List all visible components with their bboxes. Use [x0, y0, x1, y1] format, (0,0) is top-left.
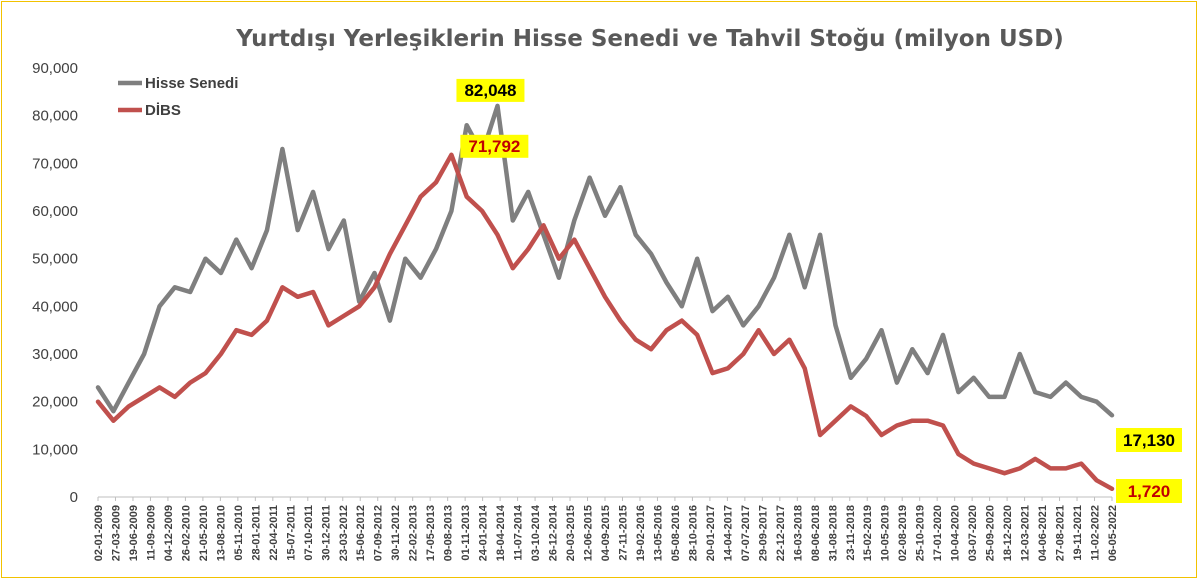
series-line-dibs: [95, 152, 1115, 492]
y-tick-label: 90,000: [32, 60, 78, 77]
y-tick-label: 50,000: [32, 251, 78, 268]
x-tick-label: 18-04-2014: [495, 504, 507, 561]
annotation-box: [460, 134, 529, 158]
x-tick-label: 28-01-2011: [250, 505, 262, 561]
x-tick-label: 13-08-2010: [215, 505, 227, 561]
x-tick-label: 13-05-2016: [652, 505, 664, 561]
legend-label: DİBS: [145, 102, 181, 119]
end-label-box: [1116, 428, 1182, 452]
x-tick-label: 07-07-2017: [740, 505, 752, 561]
x-tick-label: 04-06-2021: [1037, 505, 1049, 561]
x-tick-label: 15-02-2019: [862, 505, 874, 561]
x-tick-label: 01-11-2013: [460, 505, 472, 561]
series-line-hisse-senedi: [95, 103, 1115, 418]
x-tick-label: 23-11-2018: [845, 505, 857, 561]
legend: Hisse Senedi DİBS: [118, 75, 238, 119]
x-tick-label: 05-08-2016: [670, 505, 682, 561]
x-tick-label: 19-06-2009: [128, 505, 140, 561]
y-tick-label: 20,000: [32, 394, 78, 411]
y-tick-label: 40,000: [32, 298, 78, 315]
x-tick-label: 08-06-2018: [810, 505, 822, 561]
x-tick-label: 02-01-2009: [93, 505, 105, 561]
x-tick-label: 17-05-2013: [425, 505, 437, 561]
x-tick-label: 27-08-2021: [1055, 505, 1067, 561]
x-tick-label: 12-03-2021: [1020, 505, 1032, 561]
x-tick-label: 14-04-2017: [722, 505, 734, 561]
y-tick-label: 30,000: [32, 346, 78, 363]
x-tick-label: 02-08-2019: [897, 505, 909, 561]
x-tick-label: 19-11-2021: [1072, 505, 1084, 561]
x-tick-label: 27-03-2009: [110, 505, 122, 561]
annotation-box: [456, 78, 525, 102]
x-tick-label: 04-12-2009: [163, 505, 175, 561]
annotation-label: 71,792: [468, 137, 520, 156]
x-tick-label: 15-07-2011: [285, 505, 297, 561]
x-tick-label: 28-10-2016: [687, 505, 699, 561]
x-tick-label: 25-09-2020: [985, 505, 997, 561]
x-tick-label: 26-12-2014: [548, 504, 560, 561]
x-tick-label: 03-10-2014: [530, 504, 542, 561]
x-tick-label: 09-08-2013: [443, 505, 455, 561]
x-tick-label: 20-03-2015: [565, 505, 577, 561]
y-tick-label: 60,000: [32, 203, 78, 220]
x-tick-label: 11-02-2022: [1090, 505, 1102, 561]
x-tick-label: 22-04-2011: [268, 505, 280, 561]
x-tick-label: 05-11-2010: [233, 505, 245, 561]
y-tick-label: 0: [70, 489, 78, 506]
x-tick-label: 29-09-2017: [757, 505, 769, 561]
x-tick-label: 17-01-2020: [932, 505, 944, 561]
annotations: 82,048 17,130 71,792 1,720: [456, 78, 1182, 503]
x-tick-label: 20-01-2017: [705, 505, 717, 561]
chart-title: Yurtdışı Yerleşiklerin Hisse Senedi ve T…: [235, 26, 1064, 52]
x-tick-label: 07-09-2012: [373, 505, 385, 561]
x-tick-label: 03-07-2020: [967, 505, 979, 561]
end-value-label: 1,720: [1128, 482, 1171, 501]
x-tick-label: 31-08-2018: [827, 505, 839, 561]
x-tick-label: 22-12-2017: [775, 505, 787, 561]
x-tick-label: 24-01-2014: [478, 504, 490, 561]
y-tick-label: 70,000: [32, 155, 78, 172]
x-tick-label: 16-03-2018: [792, 505, 804, 561]
x-tick-label: 15-06-2012: [355, 505, 367, 561]
y-tick-label: 80,000: [32, 108, 78, 125]
x-tick-label: 19-02-2016: [635, 505, 647, 561]
x-tick-label: 11-07-2014: [513, 504, 525, 561]
x-axis: 02-01-2009 27-03-2009 19-06-2009 11-09-2009…: [93, 496, 1119, 561]
x-tick-label: 22-02-2013: [408, 505, 420, 561]
x-tick-label: 21-05-2010: [198, 505, 210, 561]
x-tick-label: 18-12-2020: [1002, 505, 1014, 561]
x-tick-label: 07-10-2011: [303, 505, 315, 561]
y-axis: 0 10,000 20,000 30,000 40,000 50,000 60,000 70,…: [32, 60, 78, 506]
x-tick-label: 06-05-2022: [1107, 505, 1119, 561]
end-label-box: [1116, 479, 1182, 503]
x-tick-label: 23-03-2012: [338, 505, 350, 561]
x-tick-label: 12-06-2015: [583, 505, 595, 561]
x-tick-label: 11-09-2009: [145, 505, 157, 561]
x-tick-label: 27-11-2015: [617, 505, 629, 561]
x-tick-label: 26-02-2010: [180, 505, 192, 561]
x-tick-label: 10-05-2019: [880, 505, 892, 561]
legend-label: Hisse Senedi: [145, 75, 238, 92]
y-tick-label: 10,000: [32, 441, 78, 458]
x-tick-label: 10-04-2020: [950, 505, 962, 561]
x-tick-label: 04-09-2015: [600, 505, 612, 561]
annotation-label: 82,048: [464, 81, 516, 100]
x-tick-label: 30-12-2011: [320, 505, 332, 561]
end-value-label: 17,130: [1123, 431, 1175, 450]
series-layer: [95, 103, 1115, 492]
x-tick-label: 30-11-2012: [390, 505, 402, 561]
x-tick-label: 25-10-2019: [915, 505, 927, 561]
